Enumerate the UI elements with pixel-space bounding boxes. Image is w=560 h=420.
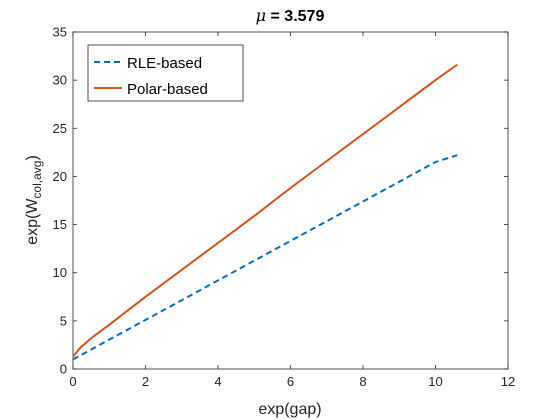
x-tick-label: 0 (69, 374, 76, 389)
y-tick-label: 35 (53, 25, 67, 40)
x-tick-label: 6 (287, 374, 294, 389)
x-tick-label: 2 (142, 374, 149, 389)
y-tick-label: 10 (53, 265, 67, 280)
y-tick-label: 5 (60, 313, 67, 328)
y-tick-label: 25 (53, 121, 67, 136)
title-mu: μ (256, 6, 266, 25)
series-line-rle (72, 154, 458, 361)
legend: RLE-based Polar-based (87, 44, 244, 102)
y-tick-label: 20 (53, 169, 67, 184)
y-tick-label: 0 (60, 362, 67, 377)
x-axis-label: exp(gap) (258, 401, 321, 418)
series-lines (72, 63, 458, 361)
legend-label-rle: RLE-based (127, 55, 202, 72)
x-tick-label: 4 (214, 374, 221, 389)
x-tick-label: 8 (359, 374, 366, 389)
x-tick-label: 10 (428, 374, 442, 389)
y-axis-label: exp(Wcol,avg) (24, 155, 44, 245)
title-value: = 3.579 (266, 8, 324, 25)
y-axis-label-close: ) (24, 155, 41, 160)
y-tick-label: 30 (53, 73, 67, 88)
legend-box (87, 44, 244, 102)
legend-label-polar: Polar-based (127, 81, 208, 98)
y-axis-label-main: exp(W (24, 198, 41, 245)
axis-ticks: 0 2 4 6 8 10 12 0 5 10 15 20 25 30 35 (53, 25, 516, 390)
y-tick-label: 15 (53, 217, 67, 232)
x-tick-label: 12 (501, 374, 515, 389)
y-axis-label-subscript: col,avg (30, 161, 44, 199)
series-line-polar (72, 63, 458, 358)
chart-title: μ = 3.579 (256, 6, 325, 25)
